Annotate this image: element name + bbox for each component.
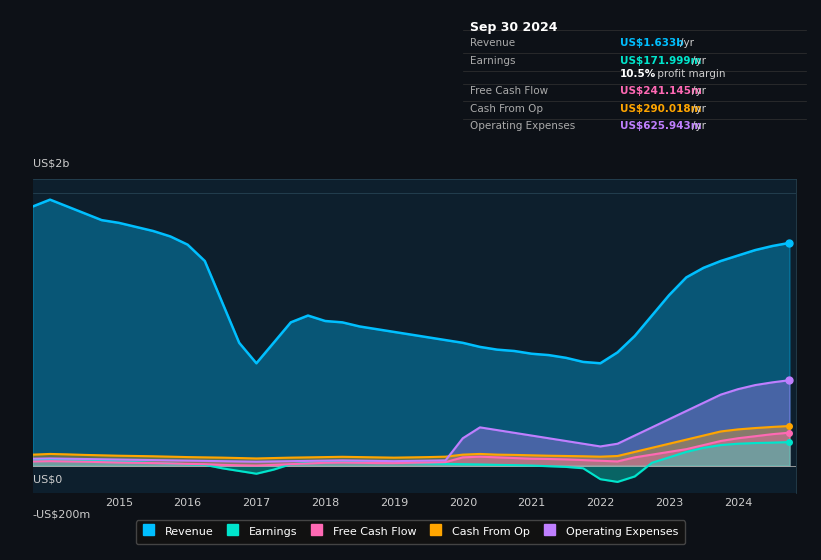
Text: profit margin: profit margin <box>654 69 726 79</box>
Text: /yr: /yr <box>692 86 706 96</box>
Text: Earnings: Earnings <box>470 55 516 66</box>
Text: US$290.018m: US$290.018m <box>620 104 701 114</box>
Text: Free Cash Flow: Free Cash Flow <box>470 86 548 96</box>
Legend: Revenue, Earnings, Free Cash Flow, Cash From Op, Operating Expenses: Revenue, Earnings, Free Cash Flow, Cash … <box>136 520 685 544</box>
Text: US$1.633b: US$1.633b <box>620 38 684 48</box>
Text: /yr: /yr <box>692 121 706 131</box>
Text: US$625.943m: US$625.943m <box>620 121 702 131</box>
Text: /yr: /yr <box>692 55 706 66</box>
Text: Sep 30 2024: Sep 30 2024 <box>470 21 557 34</box>
Text: /yr: /yr <box>692 104 706 114</box>
Text: US$0: US$0 <box>33 474 62 484</box>
Text: 10.5%: 10.5% <box>620 69 656 79</box>
Text: /yr: /yr <box>680 38 694 48</box>
Text: US$171.999m: US$171.999m <box>620 55 701 66</box>
Text: Revenue: Revenue <box>470 38 515 48</box>
Text: Cash From Op: Cash From Op <box>470 104 543 114</box>
Text: -US$200m: -US$200m <box>33 510 91 520</box>
Text: Operating Expenses: Operating Expenses <box>470 121 576 131</box>
Text: US$241.145m: US$241.145m <box>620 86 702 96</box>
Text: US$2b: US$2b <box>33 158 69 168</box>
